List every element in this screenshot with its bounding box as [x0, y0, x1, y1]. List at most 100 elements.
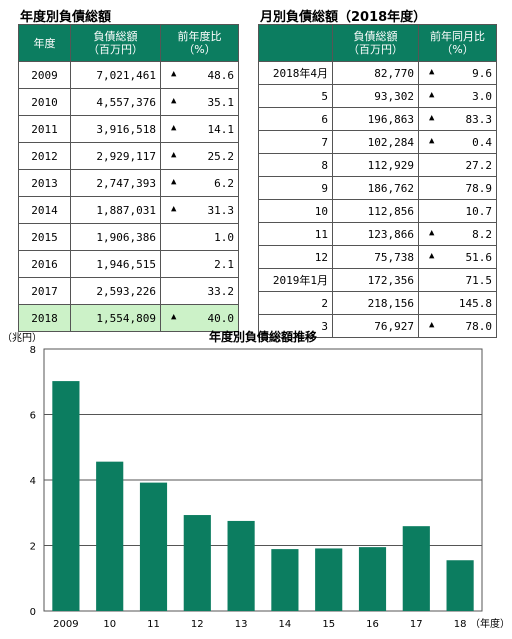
amount-cell: 3,916,518 — [70, 115, 161, 143]
month-cell: 8 — [258, 153, 333, 177]
change-cell: ▲ 8.2 — [418, 222, 497, 246]
change-cell: 145.8 — [418, 291, 497, 315]
month-cell: 9 — [258, 176, 333, 200]
month-cell: 12 — [258, 245, 333, 269]
change-value: 9.6 — [472, 66, 492, 80]
month-cell: 3 — [258, 314, 333, 338]
month-cell: 5 — [258, 84, 333, 108]
decrease-triangle-icon: ▲ — [429, 250, 435, 261]
table-row: 2016 1,946,515 2.1 — [18, 250, 239, 278]
decrease-triangle-icon: ▲ — [171, 95, 177, 106]
change-cell: ▲ 35.1 — [160, 88, 239, 116]
change-value: 33.2 — [207, 284, 235, 298]
decrease-triangle-icon: ▲ — [171, 122, 177, 133]
amount-cell: 1,906,386 — [70, 223, 161, 251]
header-year: 年度 — [18, 24, 71, 62]
table-row: 2012 2,929,117 ▲ 25.2 — [18, 142, 239, 170]
bar — [446, 560, 474, 611]
table-row: 5 93,302 ▲ 3.0 — [258, 84, 497, 108]
change-value: 51.6 — [465, 250, 493, 264]
change-value: 48.6 — [207, 68, 235, 82]
table-row: 10 112,856 10.7 — [258, 199, 497, 223]
month-cell: 2019年1月 — [258, 268, 333, 292]
change-value: 0.4 — [472, 135, 492, 149]
month-cell: 7 — [258, 130, 333, 154]
year-cell: 2016 — [18, 250, 71, 278]
x-axis-unit: （年度） — [470, 617, 510, 630]
header-amount: 負債総額 （百万円） — [332, 24, 419, 62]
bar — [139, 482, 168, 611]
chart-title: 年度別負債総額推移 — [209, 329, 317, 344]
decrease-triangle-icon: ▲ — [171, 203, 177, 214]
change-cell: ▲ 3.0 — [418, 84, 497, 108]
amount-cell: 75,738 — [332, 245, 419, 269]
year-cell: 2014 — [18, 196, 71, 224]
table-row: 6 196,863 ▲ 83.3 — [258, 107, 497, 131]
year-cell: 2010 — [18, 88, 71, 116]
header-change: 前年度比 （%） — [160, 24, 239, 62]
change-cell: 71.5 — [418, 268, 497, 292]
change-cell: ▲ 31.3 — [160, 196, 239, 224]
amount-cell: 1,887,031 — [70, 196, 161, 224]
change-cell: 78.9 — [418, 176, 497, 200]
x-tick-label: 18 — [454, 619, 467, 630]
change-cell: ▲ 9.6 — [418, 61, 497, 85]
table-row: 2009 7,021,461 ▲ 48.6 — [18, 61, 239, 89]
amount-cell: 2,747,393 — [70, 169, 161, 197]
table-row: 2017 2,593,226 33.2 — [18, 277, 239, 305]
bar — [96, 461, 124, 611]
table-header-row: 負債総額 （百万円） 前年同月比 （%） — [258, 24, 497, 62]
amount-cell: 112,929 — [332, 153, 419, 177]
table-row: 2015 1,906,386 1.0 — [18, 223, 239, 251]
decrease-triangle-icon: ▲ — [429, 66, 435, 77]
change-value: 71.5 — [465, 273, 493, 287]
bar — [402, 526, 430, 611]
change-cell: ▲ 0.4 — [418, 130, 497, 154]
decrease-triangle-icon: ▲ — [171, 149, 177, 160]
table-row: 11 123,866 ▲ 8.2 — [258, 222, 497, 246]
change-cell: 33.2 — [160, 277, 239, 305]
table-row: 2018年4月 82,770 ▲ 9.6 — [258, 61, 497, 85]
year-cell: 2013 — [18, 169, 71, 197]
amount-cell: 7,021,461 — [70, 61, 161, 89]
table-header-row: 年度 負債総額 （百万円） 前年度比 （%） — [18, 24, 239, 62]
amount-cell: 172,356 — [332, 268, 419, 292]
change-cell: ▲ 6.2 — [160, 169, 239, 197]
year-cell: 2012 — [18, 142, 71, 170]
x-tick-label: 10 — [103, 619, 116, 630]
change-cell: 1.0 — [160, 223, 239, 251]
change-value: 25.2 — [207, 149, 235, 163]
year-cell: 2017 — [18, 277, 71, 305]
yearly-debt-table: 年度 負債総額 （百万円） 前年度比 （%） 2009 7,021,461 ▲ 48.… — [18, 24, 239, 332]
x-tick-label: 14 — [279, 619, 292, 630]
x-tick-label: 17 — [410, 619, 423, 630]
table-row: 2011 3,916,518 ▲ 14.1 — [18, 115, 239, 143]
table-row: 2013 2,747,393 ▲ 6.2 — [18, 169, 239, 197]
decrease-triangle-icon: ▲ — [171, 311, 177, 322]
x-tick-label: 11 — [147, 619, 160, 630]
change-value: 78.0 — [465, 319, 493, 333]
change-value: 40.0 — [207, 311, 235, 325]
table-row: 2018 1,554,809 ▲ 40.0 — [18, 304, 239, 332]
year-cell: 2015 — [18, 223, 71, 251]
year-cell: 2018 — [18, 304, 71, 332]
decrease-triangle-icon: ▲ — [429, 112, 435, 123]
y-tick-label: 0 — [30, 607, 36, 618]
left-table-title: 年度別負債総額 — [20, 10, 112, 25]
bar — [358, 547, 387, 611]
table-row: 2010 4,557,376 ▲ 35.1 — [18, 88, 239, 116]
change-cell: ▲ 40.0 — [160, 304, 239, 332]
change-value: 83.3 — [465, 112, 493, 126]
amount-cell: 76,927 — [332, 314, 419, 338]
amount-cell: 112,856 — [332, 199, 419, 223]
decrease-triangle-icon: ▲ — [171, 176, 177, 187]
amount-cell: 196,863 — [332, 107, 419, 131]
bar — [52, 381, 80, 611]
change-value: 8.2 — [472, 227, 492, 241]
change-cell: ▲ 48.6 — [160, 61, 239, 89]
y-tick-label: 8 — [30, 345, 36, 356]
change-cell: ▲ 51.6 — [418, 245, 497, 269]
year-cell: 2009 — [18, 61, 71, 89]
month-cell: 2 — [258, 291, 333, 315]
table-row: 7 102,284 ▲ 0.4 — [258, 130, 497, 154]
